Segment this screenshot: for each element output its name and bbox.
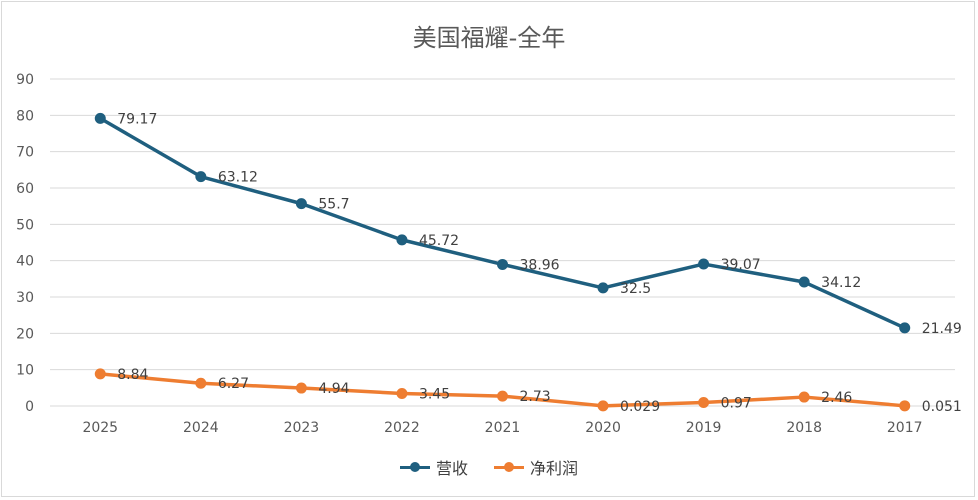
data-point (396, 234, 408, 246)
data-point (698, 396, 710, 408)
y-tick-label: 40 (16, 254, 34, 270)
data-point (497, 390, 508, 402)
data-label: 4.94 (318, 381, 349, 397)
x-tick-label: 2023 (284, 420, 320, 436)
data-point (195, 171, 207, 183)
x-tick-label: 2017 (887, 420, 923, 436)
data-point (497, 258, 508, 270)
y-tick-label: 60 (16, 181, 34, 197)
legend-swatch-revenue (399, 462, 430, 472)
series-line-0 (98, 116, 907, 330)
x-tick-label: 2022 (384, 420, 420, 436)
y-tick-label: 20 (16, 326, 34, 342)
data-label: 0.97 (721, 395, 752, 411)
data-label: 0.051 (922, 399, 962, 415)
data-label: 55.7 (318, 197, 349, 213)
data-point (396, 387, 408, 399)
data-label: 3.45 (419, 386, 450, 402)
data-point (597, 282, 609, 294)
data-point (295, 382, 307, 394)
data-point (899, 322, 911, 334)
legend-item-net-profit: 净利润 (494, 455, 578, 479)
data-label: 2.73 (520, 389, 551, 405)
x-tick-label: 2024 (183, 420, 219, 436)
data-point (94, 112, 106, 124)
data-point (899, 400, 911, 412)
data-label: 6.27 (218, 376, 249, 392)
data-label: 38.96 (520, 257, 560, 273)
data-label: 79.17 (117, 111, 157, 127)
legend-label-revenue: 营收 (435, 459, 468, 478)
data-point (798, 276, 810, 288)
data-label: 2.46 (821, 390, 852, 406)
y-tick-label: 0 (25, 399, 34, 415)
x-tick-label: 2025 (82, 420, 118, 436)
data-point (195, 377, 207, 389)
data-label: 39.07 (721, 257, 761, 273)
data-label: 32.5 (620, 281, 651, 297)
legend-swatch-net-profit (494, 462, 524, 472)
data-point (798, 391, 810, 403)
data-label: 34.12 (821, 275, 861, 291)
x-tick-label: 2021 (485, 420, 521, 436)
legend-label-net-profit: 净利润 (530, 459, 579, 478)
y-tick-label: 50 (16, 217, 34, 233)
y-tick-label: 80 (16, 108, 34, 124)
x-tick-label: 2020 (585, 420, 621, 436)
chart-title: 美国福耀-全年 (412, 24, 566, 52)
x-tick-label: 2018 (786, 420, 822, 436)
legend-item-revenue: 营收 (399, 455, 468, 479)
data-label: 21.49 (922, 321, 962, 337)
chart-legend: 营收 净利润 (0, 455, 978, 479)
data-label: 63.12 (218, 170, 258, 186)
y-tick-label: 30 (16, 290, 34, 306)
y-tick-label: 70 (16, 145, 34, 161)
data-point (597, 400, 609, 412)
data-label: 0.029 (620, 399, 660, 415)
data-point (94, 368, 106, 380)
data-label: 8.84 (117, 367, 148, 383)
y-tick-label: 10 (16, 363, 34, 379)
x-tick-label: 2019 (686, 420, 722, 436)
y-tick-label: 90 (16, 72, 34, 88)
data-point (698, 258, 710, 270)
data-label: 45.72 (419, 233, 459, 249)
data-point (295, 198, 307, 210)
